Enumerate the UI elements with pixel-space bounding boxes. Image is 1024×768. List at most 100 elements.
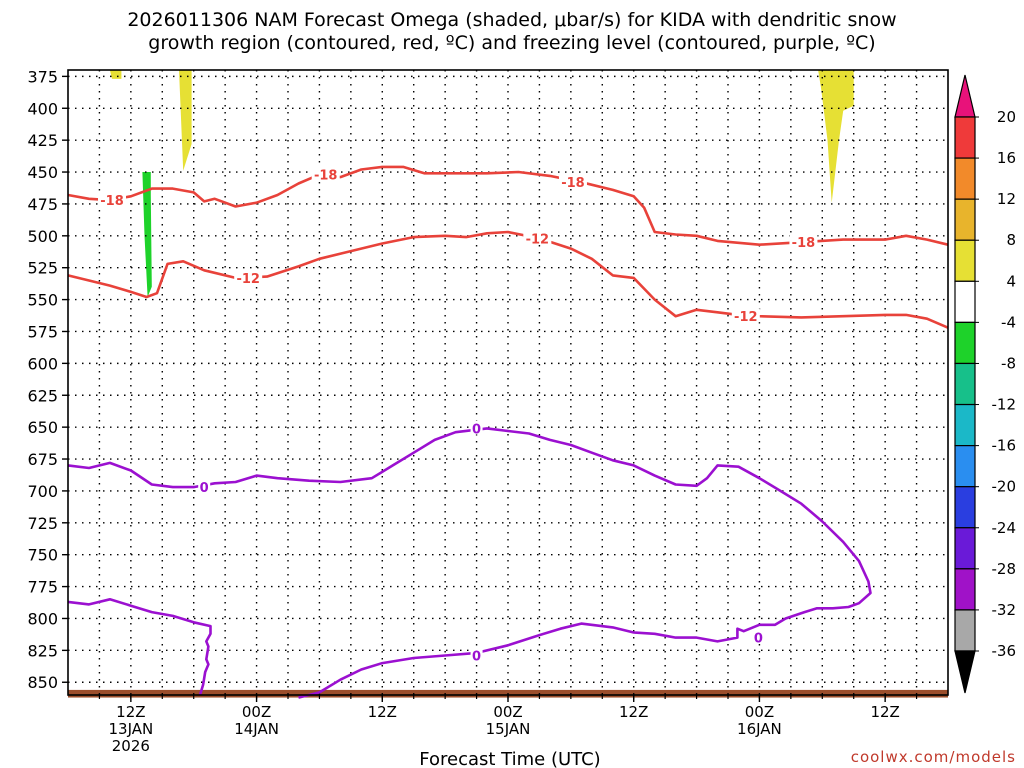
y-tick-label: 750	[27, 546, 58, 565]
contour-label-bg	[470, 420, 483, 435]
omega-region-1	[179, 70, 192, 171]
plot-background	[68, 70, 948, 695]
contour-label: -12	[236, 272, 260, 287]
contour-label-bg	[198, 479, 211, 494]
x-tick-label: 12Z	[619, 703, 648, 721]
contour-label: -18	[100, 194, 124, 209]
x-tick-label: 14JAN	[234, 720, 279, 738]
colorbar-band	[954, 239, 976, 282]
y-tick-label: 425	[27, 131, 58, 150]
y-tick-label: 675	[27, 450, 58, 469]
colorbar-label: 12	[997, 190, 1016, 208]
colorbar-label: -36	[992, 642, 1017, 660]
colorbar-band	[954, 280, 976, 323]
y-tick-label: 775	[27, 578, 58, 597]
contour-label-bg	[558, 174, 587, 189]
x-tick-label: 13JAN	[108, 720, 153, 738]
title-line-1: 2026011306 NAM Forecast Omega (shaded, μ…	[127, 9, 896, 31]
contour-label: 0	[754, 632, 763, 647]
colorbar-band	[954, 362, 976, 406]
y-tick-label: 500	[27, 227, 58, 246]
y-tick-label: 625	[27, 386, 58, 405]
colorbar-band	[954, 116, 976, 159]
colorbar-band	[954, 321, 976, 365]
y-tick-label: 700	[27, 482, 58, 501]
x-tick-label: 15JAN	[486, 720, 531, 738]
colorbar-band	[954, 403, 976, 447]
x-tick-label: 00Z	[242, 703, 271, 721]
y-tick-label: 550	[27, 291, 58, 310]
plot-area	[68, 70, 948, 695]
colorbar-label: -28	[992, 560, 1017, 578]
contour-label: -18	[314, 169, 338, 184]
y-tick-label: 650	[27, 418, 58, 437]
y-tick-label: 475	[27, 195, 58, 214]
credit-text: coolwx.com/models	[851, 748, 1016, 766]
x-tick-label: 00Z	[493, 703, 522, 721]
contour-line-0	[67, 427, 872, 699]
contour-line--18	[67, 165, 949, 246]
y-tick-label: 850	[27, 673, 58, 692]
y-tick-label: 800	[27, 609, 58, 628]
colorbar-label: 8	[1006, 231, 1016, 249]
contour-label-bg	[523, 230, 552, 245]
colorbar-label: 4	[1006, 272, 1016, 290]
contour-label: -12	[526, 232, 550, 247]
contour-label: -18	[561, 176, 585, 191]
y-tick-label: 525	[27, 259, 58, 278]
y-tick-label: 400	[27, 99, 58, 118]
omega-region-3	[818, 70, 854, 203]
contour-label-bg	[470, 647, 483, 662]
y-tick-label: 450	[27, 163, 58, 182]
colorbar-band	[954, 198, 976, 241]
colorbar-band	[954, 157, 976, 200]
x-tick-label: 12Z	[116, 703, 145, 721]
x-tick-label: 00Z	[745, 703, 774, 721]
contour-label-bg	[234, 269, 263, 284]
contour-layer: -18 -18 -18 -18 -12 -12 -12 0 0 0 0	[67, 165, 949, 699]
y-tick-label: 600	[27, 354, 58, 373]
colorbar-under-arrow	[954, 650, 976, 694]
colorbar-band	[954, 527, 976, 570]
x-tick-label: 12Z	[368, 703, 397, 721]
contour-label: -12	[734, 310, 758, 325]
colorbar-label: 20	[997, 108, 1016, 126]
colorbar-over-arrow	[954, 74, 976, 118]
x-tick-label: 12Z	[870, 703, 899, 721]
y-tick-label: 725	[27, 514, 58, 533]
contour-label-bg	[789, 234, 818, 249]
y-tick-label: 825	[27, 641, 58, 660]
colorbar-label: -8	[1001, 354, 1016, 372]
colorbar-band	[954, 609, 976, 652]
colorbar-label: -24	[992, 519, 1017, 537]
contour-label-bg	[752, 629, 765, 644]
colorbar: 20 16 12 8 4 -4 -8 -12 -16 -20 -24 -28 -32 -36	[954, 74, 1017, 694]
contour-line-0	[67, 598, 212, 696]
colorbar-label: -16	[992, 437, 1017, 455]
colorbar-band	[954, 445, 976, 488]
x-tick-label: 16JAN	[737, 720, 782, 738]
omega-region-0	[109, 70, 122, 79]
colorbar-band	[954, 486, 976, 529]
contour-label: 0	[200, 481, 209, 496]
contour-label-bg	[731, 308, 760, 323]
x-tick-label: 2026	[112, 737, 150, 755]
contour-label-bg	[311, 166, 340, 181]
contour-label: 0	[472, 649, 481, 664]
colorbar-label: -4	[1001, 313, 1016, 331]
y-tick-label: 375	[27, 67, 58, 86]
x-axis-title: Forecast Time (UTC)	[419, 749, 600, 768]
y-axis: 375 400 425 450 475 500 525 550 575 600 625 650 675 7…	[27, 67, 68, 692]
chart-title: 2026011306 NAM Forecast Omega (shaded, μ…	[127, 9, 896, 54]
colorbar-label: -32	[992, 601, 1017, 619]
colorbar-label: -12	[992, 396, 1017, 414]
title-line-2: growth region (contoured, red, ºC) and f…	[148, 32, 875, 54]
contour-label: 0	[472, 422, 481, 437]
contour-label: -18	[792, 236, 816, 251]
colorbar-band	[954, 568, 976, 611]
contour-label-bg	[98, 192, 126, 207]
colorbar-label: 16	[997, 149, 1016, 167]
omega-region-2	[142, 172, 152, 297]
